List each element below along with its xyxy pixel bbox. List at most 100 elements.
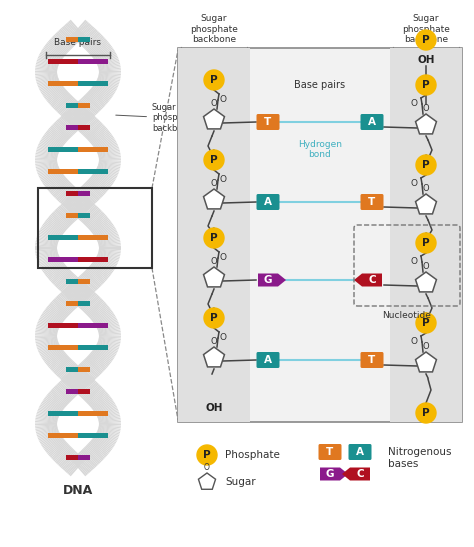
Polygon shape	[99, 161, 121, 165]
Circle shape	[204, 70, 224, 90]
Polygon shape	[70, 283, 86, 301]
Polygon shape	[95, 345, 115, 358]
Polygon shape	[67, 456, 83, 474]
Polygon shape	[36, 415, 57, 421]
Polygon shape	[42, 170, 61, 183]
Bar	[78, 345, 108, 350]
Polygon shape	[99, 74, 120, 80]
Polygon shape	[35, 69, 57, 72]
Polygon shape	[37, 322, 58, 331]
Polygon shape	[98, 252, 119, 259]
Polygon shape	[36, 65, 57, 70]
Polygon shape	[99, 247, 121, 248]
Text: Sugar
phosphate
backbone: Sugar phosphate backbone	[116, 103, 197, 133]
Polygon shape	[99, 333, 121, 335]
Polygon shape	[62, 452, 78, 469]
Polygon shape	[81, 362, 97, 379]
Bar	[78, 366, 90, 371]
Bar	[48, 323, 78, 328]
Polygon shape	[99, 68, 121, 71]
Polygon shape	[64, 201, 80, 218]
Polygon shape	[42, 225, 61, 238]
Polygon shape	[63, 365, 79, 382]
Polygon shape	[90, 392, 108, 408]
Polygon shape	[41, 315, 60, 327]
Polygon shape	[86, 93, 102, 109]
Polygon shape	[63, 453, 79, 470]
Polygon shape	[36, 153, 57, 158]
Polygon shape	[38, 57, 59, 66]
Polygon shape	[58, 97, 75, 114]
Polygon shape	[35, 336, 57, 339]
Polygon shape	[199, 473, 216, 489]
Bar	[48, 433, 78, 438]
Polygon shape	[36, 61, 58, 68]
Polygon shape	[58, 449, 74, 466]
Polygon shape	[66, 192, 82, 210]
Polygon shape	[86, 299, 103, 316]
Polygon shape	[96, 315, 115, 327]
Polygon shape	[93, 46, 112, 60]
Polygon shape	[52, 267, 69, 284]
Text: G: G	[326, 469, 334, 479]
Polygon shape	[36, 428, 58, 435]
Circle shape	[416, 75, 436, 95]
Polygon shape	[41, 226, 61, 238]
Text: P: P	[210, 233, 218, 243]
Polygon shape	[99, 424, 121, 427]
Polygon shape	[97, 254, 118, 264]
Polygon shape	[88, 266, 105, 282]
Polygon shape	[95, 225, 114, 238]
Text: O: O	[411, 337, 418, 346]
Polygon shape	[54, 34, 70, 51]
Polygon shape	[36, 164, 58, 171]
Polygon shape	[47, 87, 65, 102]
Polygon shape	[35, 249, 57, 253]
Polygon shape	[56, 384, 73, 401]
Polygon shape	[38, 430, 59, 440]
Polygon shape	[85, 210, 102, 226]
Text: O: O	[210, 179, 217, 188]
Polygon shape	[51, 266, 68, 282]
Polygon shape	[70, 195, 86, 213]
Polygon shape	[35, 249, 57, 252]
Bar	[66, 102, 78, 108]
Bar	[66, 455, 78, 459]
Text: A: A	[356, 447, 364, 457]
Polygon shape	[90, 353, 107, 368]
Polygon shape	[82, 448, 99, 465]
Polygon shape	[99, 331, 121, 335]
Polygon shape	[55, 446, 71, 463]
Polygon shape	[74, 192, 90, 210]
Polygon shape	[86, 181, 103, 197]
Polygon shape	[69, 284, 84, 302]
Polygon shape	[36, 150, 58, 156]
Text: P: P	[422, 408, 430, 418]
Polygon shape	[73, 368, 89, 386]
Polygon shape	[37, 145, 58, 155]
Polygon shape	[77, 114, 93, 131]
Polygon shape	[99, 63, 120, 69]
Polygon shape	[66, 199, 82, 216]
Polygon shape	[72, 373, 88, 390]
Polygon shape	[98, 253, 119, 261]
Polygon shape	[51, 354, 68, 371]
Polygon shape	[70, 195, 86, 213]
Polygon shape	[82, 97, 98, 114]
Polygon shape	[97, 142, 117, 153]
Polygon shape	[93, 221, 111, 235]
Polygon shape	[95, 226, 115, 238]
Polygon shape	[95, 401, 115, 414]
Polygon shape	[74, 375, 90, 392]
Polygon shape	[96, 141, 117, 152]
Polygon shape	[80, 204, 96, 222]
Polygon shape	[99, 249, 121, 253]
Polygon shape	[78, 115, 94, 132]
Polygon shape	[98, 411, 119, 420]
Polygon shape	[97, 343, 117, 354]
Polygon shape	[84, 270, 100, 287]
Polygon shape	[42, 137, 61, 150]
Polygon shape	[89, 265, 107, 281]
Polygon shape	[93, 309, 112, 323]
Polygon shape	[91, 218, 109, 234]
